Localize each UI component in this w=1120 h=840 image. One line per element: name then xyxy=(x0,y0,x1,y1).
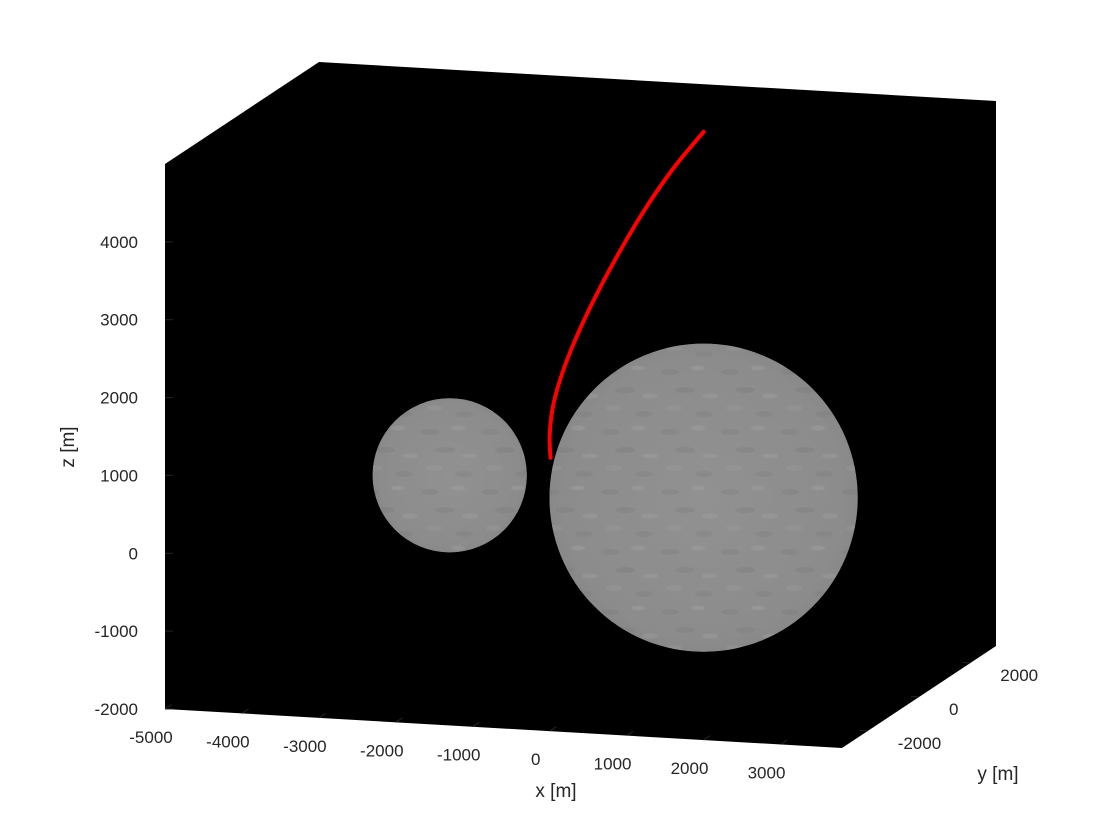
z-tick-label: -2000 xyxy=(95,700,138,719)
axis-ticks: -5000 -4000 -3000 -2000 -1000 0 1000 2000 3000 -2… xyxy=(95,233,1039,783)
x-tick-label: -4000 xyxy=(206,732,249,751)
x-axis-label: x [m] xyxy=(535,781,576,802)
x-tick-label: 2000 xyxy=(671,759,709,778)
x-tick-label: -3000 xyxy=(283,737,326,756)
y-tick-mark xyxy=(910,696,920,698)
sphere-body-1 xyxy=(372,398,527,553)
y-axis-label: y [m] xyxy=(977,764,1018,785)
x-tick-mark xyxy=(780,739,788,745)
x-tick-label: 1000 xyxy=(594,755,632,774)
x-tick-mark xyxy=(549,726,557,732)
x-tick-mark xyxy=(318,713,326,719)
z-tick-label: -1000 xyxy=(95,622,138,641)
z-tick-label: 3000 xyxy=(100,311,138,330)
axes-background xyxy=(165,62,996,748)
y-tick-label: 2000 xyxy=(1000,666,1038,685)
sphere-texture xyxy=(372,398,527,553)
x-tick-label: -1000 xyxy=(437,746,480,765)
x-tick-label: -2000 xyxy=(360,741,403,760)
y-tick-label: -2000 xyxy=(898,734,941,753)
x-tick-mark xyxy=(241,708,249,714)
x-tick-label: 0 xyxy=(531,750,540,769)
x-tick-mark xyxy=(472,721,480,728)
z-tick-label: 4000 xyxy=(100,233,138,252)
axes-box xyxy=(165,62,996,748)
plot-marks xyxy=(372,129,858,652)
z-axis-label: z [m] xyxy=(58,426,79,467)
x-tick-mark xyxy=(703,735,711,741)
z-tick-label: 2000 xyxy=(100,389,138,408)
x-tick-label: 3000 xyxy=(748,764,786,783)
y-tick-mark xyxy=(859,730,868,732)
z-tick-label: 1000 xyxy=(100,466,138,485)
x-tick-mark xyxy=(395,717,403,723)
trajectory-line-1 xyxy=(547,129,706,460)
x-tick-mark xyxy=(626,730,634,737)
x-tick-mark xyxy=(164,704,172,710)
x-tick-label: -5000 xyxy=(129,728,172,747)
y-tick-mark xyxy=(962,662,971,664)
z-tick-label: 0 xyxy=(129,544,138,563)
y-tick-label: 0 xyxy=(949,700,958,719)
sphere-body-2 xyxy=(549,343,858,652)
sphere-texture xyxy=(549,343,858,652)
